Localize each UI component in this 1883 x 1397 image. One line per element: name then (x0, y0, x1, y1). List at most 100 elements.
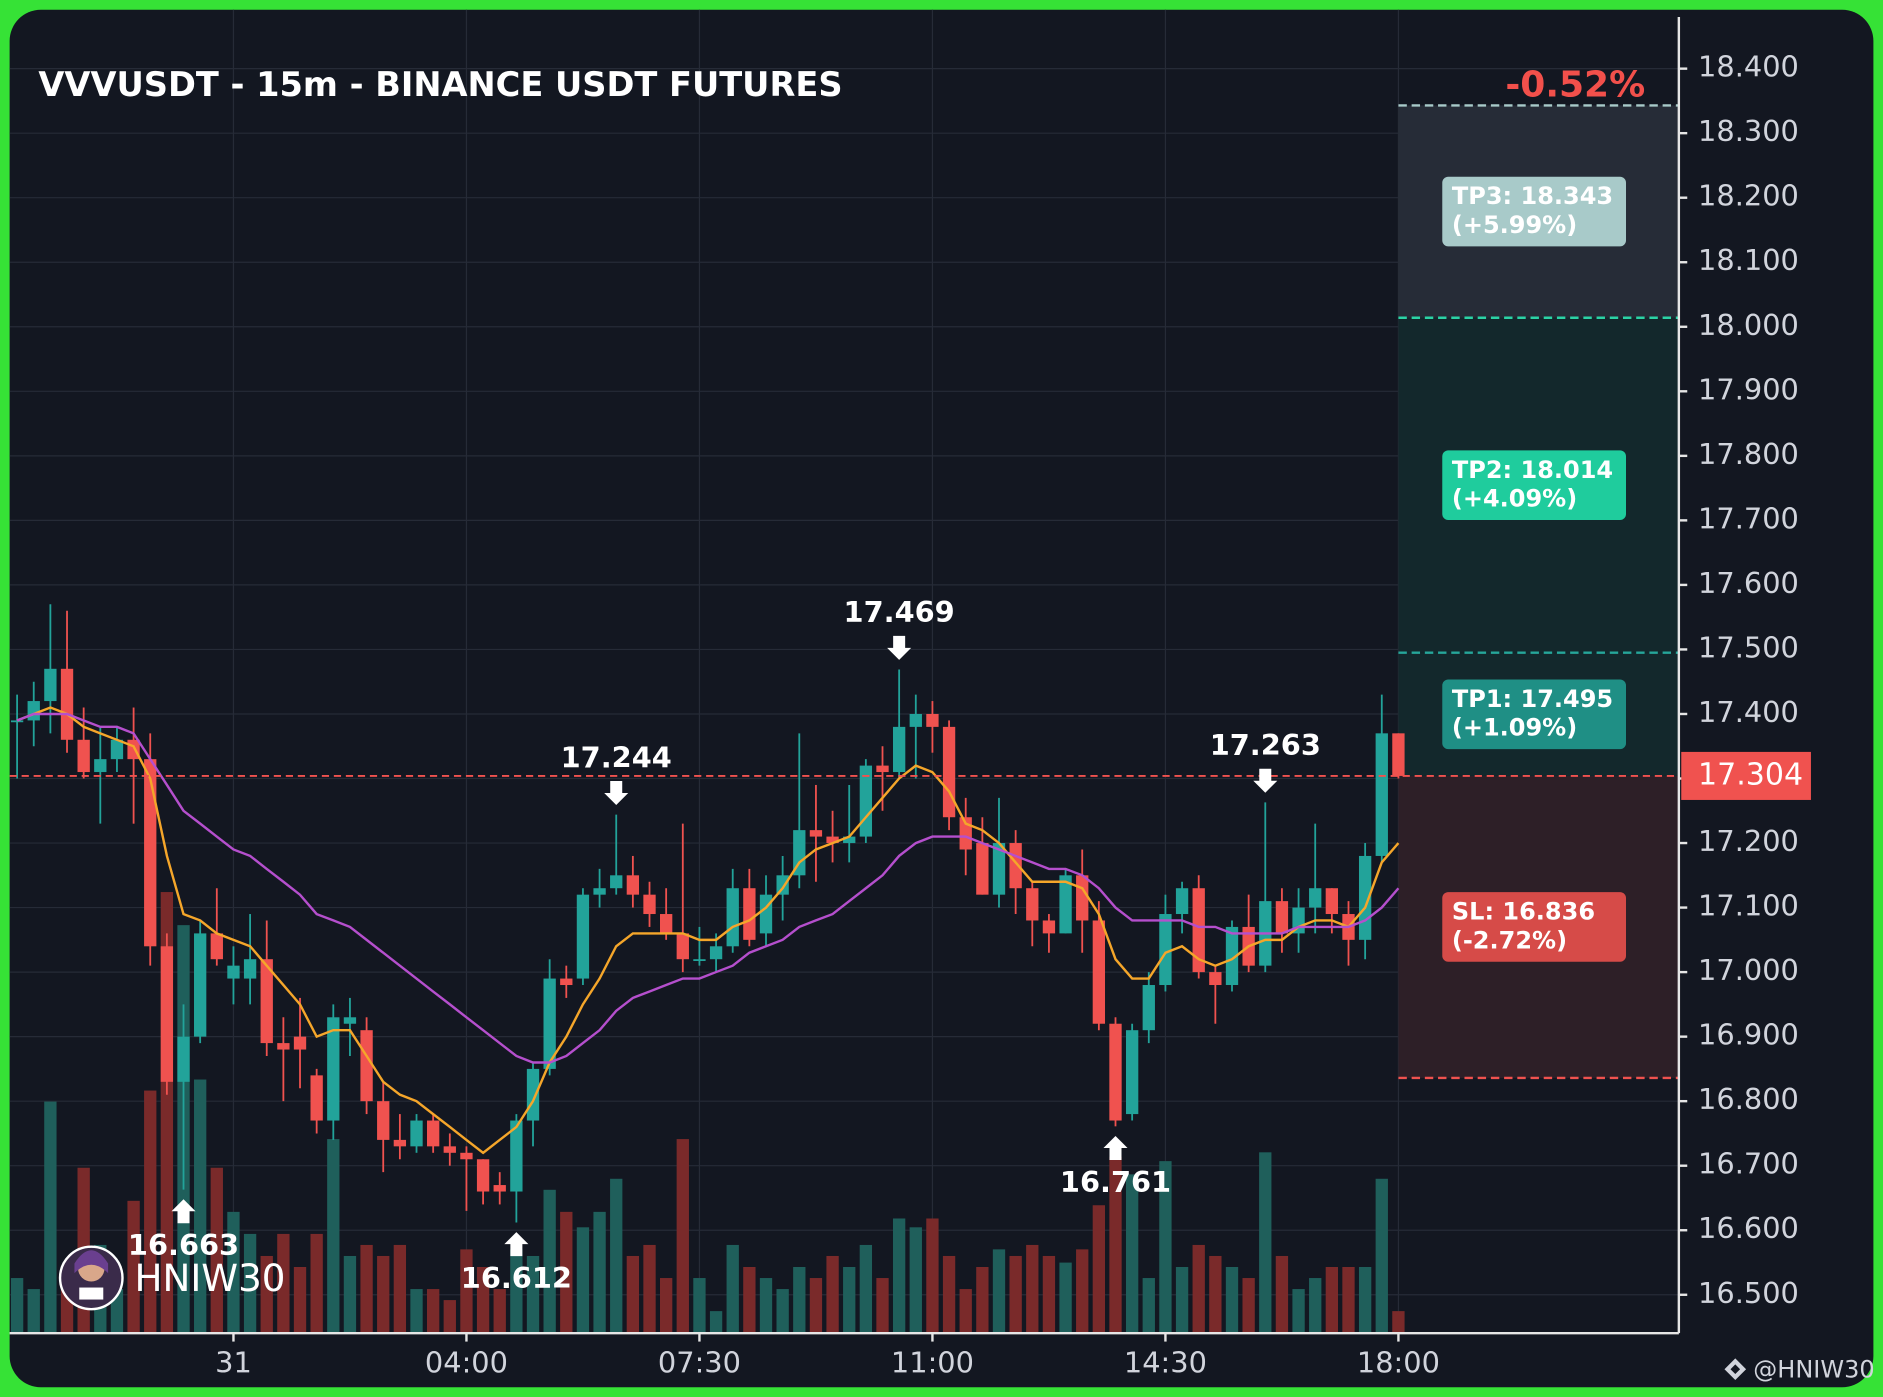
volume-bar (743, 1267, 756, 1334)
candle-body (1275, 901, 1289, 934)
volume-bar (493, 1289, 506, 1334)
candle-body (177, 1036, 190, 1082)
volume-bar (1159, 1161, 1172, 1334)
candle-body (1109, 1023, 1122, 1121)
volume-bar (227, 1211, 240, 1334)
candle-body (360, 1030, 373, 1102)
volume-bar (1009, 1255, 1022, 1334)
candle-body (410, 1120, 423, 1147)
candle-body (743, 888, 756, 940)
y-tick-label: 17.200 (1698, 824, 1799, 858)
volume-bar (843, 1267, 856, 1334)
candle-body (543, 978, 556, 1069)
volume-bar (793, 1267, 806, 1334)
last-price-label: 17.304 (1698, 757, 1803, 792)
trough-label: 16.612 (461, 1261, 572, 1295)
candle-body (576, 894, 590, 979)
volume-bar (610, 1178, 623, 1334)
volume-bar (1325, 1267, 1339, 1334)
level-change: (+5.99%) (1452, 211, 1577, 239)
y-tick-label: 18.000 (1698, 308, 1799, 342)
volume-bar (926, 1218, 939, 1334)
volume-bar (826, 1255, 839, 1334)
trough-arrow (1103, 1135, 1128, 1160)
volume-bar (576, 1227, 590, 1334)
candle-body (676, 933, 689, 960)
volume-bar (1076, 1249, 1089, 1334)
candle-body (493, 1185, 506, 1192)
candle-body (476, 1159, 490, 1192)
candle-body (1325, 888, 1339, 915)
volume-bar (127, 1200, 140, 1334)
candle-body (826, 836, 839, 844)
x-tick-label: 14:30 (1124, 1345, 1207, 1379)
volume-bar (1275, 1255, 1289, 1334)
level-label-box (1442, 450, 1627, 521)
candle-body (793, 830, 806, 876)
peak-label: 17.263 (1210, 728, 1321, 762)
candle-body (526, 1068, 540, 1121)
volume-bar (1392, 1311, 1405, 1334)
peak-label: 17.244 (561, 740, 672, 774)
volume-bar (427, 1289, 440, 1334)
moving-averages (9, 706, 1679, 1155)
volume-bar (343, 1255, 357, 1334)
candle-body (293, 1036, 307, 1050)
trough-arrow (171, 1199, 196, 1224)
y-tick-label: 17.600 (1698, 566, 1799, 600)
candle-body (260, 959, 273, 1044)
volume-bar (476, 1267, 490, 1334)
candle-body (809, 830, 823, 837)
credit-text: @HNIW30 (1753, 1355, 1874, 1383)
candle-body (1192, 888, 1205, 973)
candle-body (560, 978, 573, 986)
candle-body (776, 875, 789, 895)
candle-body (393, 1139, 407, 1147)
volume-bar (976, 1267, 989, 1334)
volume-bar (959, 1289, 972, 1334)
chart-title: VVVUSDT - 15m - BINANCE USDT FUTURES (38, 65, 842, 104)
candle-body (110, 739, 124, 760)
y-tick-label: 18.100 (1698, 243, 1799, 277)
volume-bar (992, 1249, 1006, 1334)
candle-body (510, 1120, 523, 1192)
y-tick-label: 18.200 (1698, 179, 1799, 213)
x-tick-label: 11:00 (891, 1345, 974, 1379)
level-change: (-2.72%) (1452, 926, 1567, 954)
peak-arrow (604, 781, 629, 806)
last-price-tag (1681, 751, 1811, 800)
candle-body (277, 1043, 290, 1050)
volume-bar (1358, 1267, 1372, 1334)
level-label: TP1: 17.495 (1452, 685, 1613, 713)
y-tick-label: 16.600 (1698, 1211, 1799, 1245)
volume-bar (1192, 1244, 1205, 1334)
candle-body (1175, 888, 1189, 915)
credit-logo (1724, 1358, 1747, 1381)
candle-body (843, 836, 856, 844)
volume-bars (10, 892, 1405, 1334)
candle-body (892, 726, 906, 773)
watermark: HNIW30 (58, 1245, 285, 1311)
volume-bar (393, 1244, 407, 1334)
y-tick-label: 18.300 (1698, 114, 1799, 148)
volume-bar (909, 1227, 922, 1334)
candle-body (626, 875, 640, 895)
candle-body (210, 933, 223, 960)
volume-bar (243, 1233, 257, 1334)
volume-bar (1026, 1244, 1039, 1334)
volume-bar (693, 1278, 706, 1334)
volume-bar (194, 1079, 207, 1334)
candle-body (194, 933, 207, 1037)
y-tick-label: 17.900 (1698, 372, 1799, 406)
level-label: SL: 16.836 (1452, 898, 1595, 926)
volume-bar (676, 1139, 689, 1334)
candle-body (976, 843, 989, 895)
candle-body (44, 668, 57, 702)
volume-bar (1225, 1267, 1239, 1334)
volume-bar (942, 1255, 956, 1334)
candle-body (659, 914, 673, 934)
x-tick-label: 04:00 (425, 1345, 508, 1379)
volume-bar (1175, 1267, 1189, 1334)
candle-body (926, 713, 939, 727)
